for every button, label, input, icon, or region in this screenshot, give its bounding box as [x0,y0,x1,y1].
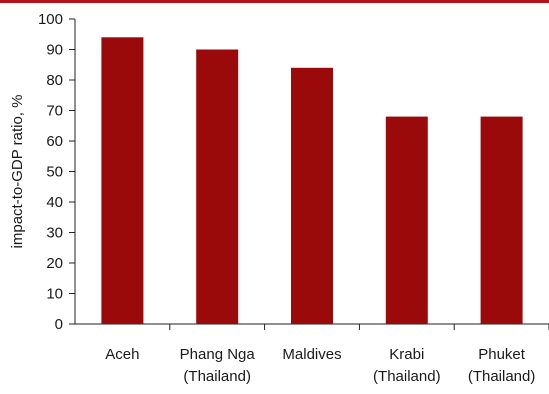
x-category-label: Aceh [105,346,139,363]
bars [101,37,523,325]
bar [101,37,144,325]
y-axis-title: impact-to-GDP ratio, % [9,95,26,249]
y-tick-label: 80 [46,72,63,89]
bar [196,49,239,324]
y-tick-label: 40 [46,194,63,211]
y-tick-label: 30 [46,225,63,242]
x-axis: Aceh Phang Nga (Thailand) Maldives Krabi (Tha… [75,323,549,385]
y-tick-label: 70 [46,103,63,120]
y-tick-label: 10 [46,286,63,303]
y-axis: 0 10 20 30 40 50 60 70 80 90 100 [38,11,76,333]
top-accent-band [0,0,549,3]
x-category-label: Maldives [282,346,341,363]
y-tick-label: 100 [38,11,63,28]
x-category-label: Phuket (Thailand) [468,346,536,385]
x-category-label: Phang Nga (Thailand) [180,346,256,385]
y-tick-label: 90 [46,42,63,59]
x-category-label: Krabi (Thailand) [373,346,441,385]
y-tick-label: 50 [46,164,63,181]
bar [480,116,523,324]
y-tick-label: 0 [55,316,63,333]
bar [385,116,428,324]
y-tick-label: 20 [46,255,63,272]
y-tick-label: 60 [46,133,63,150]
bar [291,67,333,325]
